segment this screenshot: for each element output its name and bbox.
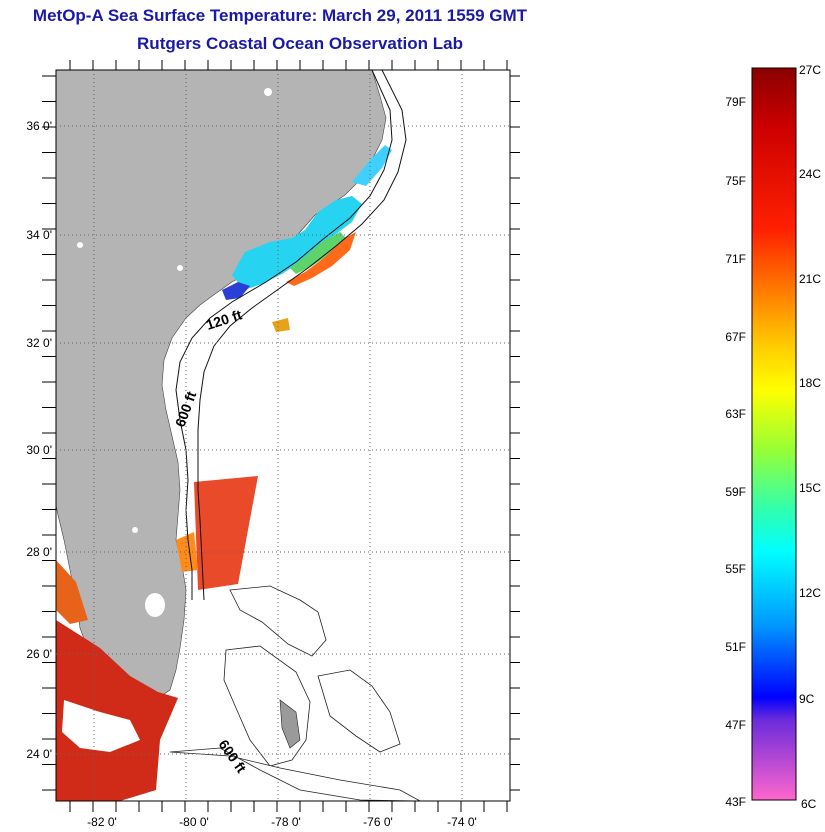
contour-120ft (175, 70, 393, 600)
lake (177, 265, 183, 271)
sst-patch-carolinas-inner (290, 232, 348, 274)
cloud-patch (62, 700, 140, 752)
lat-label: 28 0' (26, 545, 52, 559)
lon-label: -76 0' (363, 815, 393, 829)
contour-600ft (197, 70, 407, 601)
lat-label: 30 0' (26, 443, 52, 457)
sst-patch-blue (222, 282, 250, 300)
colorbar-f-label: 51F (725, 640, 746, 654)
lon-label: -74 0' (447, 815, 477, 829)
sst-patch-carolinas-warm (286, 232, 356, 286)
lat-label: 24 0' (26, 747, 52, 761)
colorbar-f-label: 43F (725, 795, 746, 809)
bahamas-bank (317, 669, 401, 753)
lon-label: -80 0' (179, 815, 209, 829)
colorbar-c-label: 18C (799, 376, 821, 390)
sst-patch-gulf (56, 560, 88, 624)
colorbar-c-label: 27C (799, 63, 821, 77)
colorbar-c-label: 24C (799, 167, 821, 181)
map-frame (55, 69, 511, 802)
bahamas-island (279, 699, 301, 749)
sst-patch-gulfstream-edge (176, 532, 198, 572)
lake (77, 242, 83, 248)
sst-patch-carolinas (232, 196, 362, 290)
bahamas-bank (229, 585, 327, 657)
sst-patch-outer-banks (352, 145, 392, 186)
colorbar-f-label: 63F (725, 407, 746, 421)
lake (264, 88, 272, 96)
sst-patch-small (272, 318, 290, 332)
lon-label: -82 0' (87, 815, 117, 829)
colorbar-f-label: 75F (725, 174, 746, 188)
colorbar-f-label: 71F (725, 252, 746, 266)
sst-patch-gulfstream (194, 476, 258, 590)
colorbar-f-label: 67F (725, 330, 746, 344)
colorbar (751, 67, 797, 801)
lat-label: 32 0' (26, 336, 52, 350)
lat-label: 34 0' (26, 228, 52, 242)
colorbar-f-label: 55F (725, 562, 746, 576)
colorbar-f-label: 59F (725, 485, 746, 499)
colorbar-c-label: 6C (801, 797, 817, 811)
ticks (42, 60, 520, 812)
colorbar-c-label: 9C (799, 692, 815, 706)
sst-patch-keys (56, 620, 178, 801)
map-title: MetOp-A Sea Surface Temperature: March 2… (32, 6, 528, 25)
cuba-coast (169, 747, 421, 801)
lon-label: -78 0' (271, 815, 301, 829)
colorbar-c-label: 12C (799, 586, 821, 600)
lake-okeechobee (145, 593, 165, 617)
colorbar-c-label: 21C (799, 272, 821, 286)
map-subtitle: Rutgers Coastal Ocean Observation Lab (137, 34, 463, 53)
lake (132, 527, 138, 533)
colorbar-f-label: 47F (725, 718, 746, 732)
colorbar-f-label: 79F (725, 95, 746, 109)
lat-label: 26 0' (26, 647, 52, 661)
lat-label: 36 0' (26, 119, 52, 133)
colorbar-c-label: 15C (799, 481, 821, 495)
